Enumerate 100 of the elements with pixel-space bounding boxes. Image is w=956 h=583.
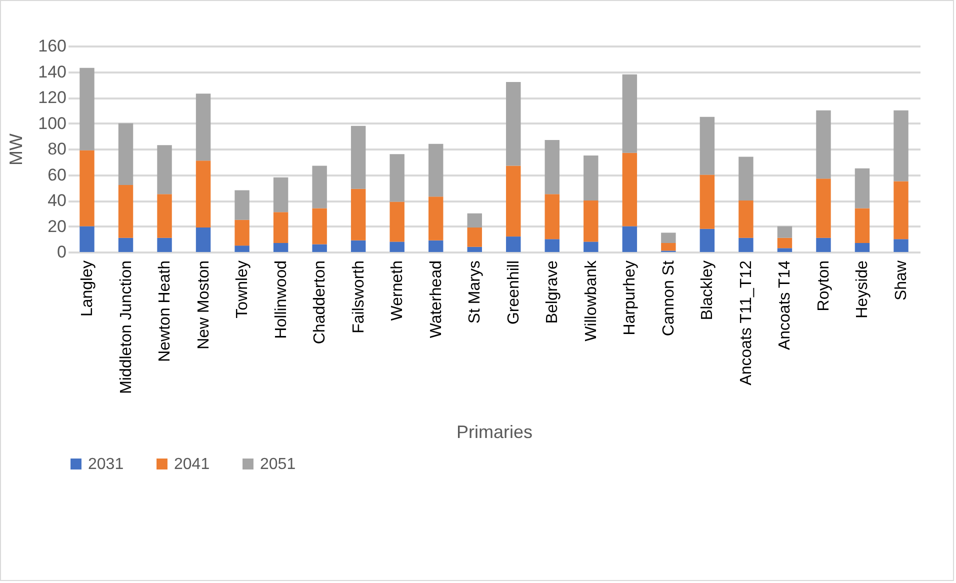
- bar: [894, 110, 908, 182]
- x-tick-label: Blackley: [699, 260, 716, 320]
- bar: [700, 116, 715, 175]
- bar: [584, 200, 598, 242]
- bar: [544, 140, 560, 194]
- y-tick-label: 0: [57, 242, 66, 262]
- bar: [506, 166, 521, 237]
- bar: [738, 156, 754, 200]
- bar: [312, 208, 327, 244]
- bar: [350, 188, 366, 240]
- x-tick-label: Waterhead: [428, 260, 445, 338]
- bar: [196, 228, 211, 252]
- bar: [894, 239, 908, 252]
- x-tick-label: New Moston: [195, 260, 212, 350]
- x-tick-label: Langley: [78, 260, 96, 317]
- bar: [544, 239, 560, 252]
- bar: [738, 238, 754, 252]
- bar: [894, 181, 908, 240]
- bar: [584, 155, 598, 200]
- bar: [700, 228, 715, 252]
- bar: [234, 220, 250, 246]
- legend-label: 2051: [260, 456, 296, 473]
- bar: [506, 236, 521, 252]
- bar: [273, 212, 288, 243]
- bar: [661, 242, 676, 251]
- bar: [622, 226, 638, 252]
- x-tick-label: Failsworth: [350, 260, 368, 334]
- bar: [80, 150, 94, 226]
- x-tick-label: Ancoats T14: [776, 260, 794, 350]
- x-tick-label: Shaw: [893, 260, 910, 301]
- bar: [118, 123, 134, 186]
- bar: [428, 144, 444, 197]
- bar: [390, 242, 404, 252]
- bar: [854, 242, 870, 252]
- bar: [777, 248, 792, 252]
- bar: [118, 185, 134, 238]
- x-tick-label: Middleton Junction: [118, 260, 135, 394]
- bar: [544, 194, 560, 240]
- x-tick-label: Heyside: [854, 260, 872, 318]
- x-tick-label: Ancoats T11_T12: [738, 260, 755, 386]
- legend-label: 2041: [174, 456, 210, 473]
- bar: [312, 166, 327, 208]
- bar: [661, 232, 676, 243]
- y-tick-label: 100: [38, 114, 66, 133]
- bar: [816, 178, 831, 238]
- x-axis-title: Primaries: [456, 422, 533, 442]
- bar: [816, 238, 831, 252]
- bar: [350, 126, 366, 189]
- y-tick-label: 80: [48, 140, 66, 158]
- x-tick-label: Royton: [815, 260, 832, 312]
- bar: [196, 160, 211, 228]
- bar: [390, 202, 404, 242]
- bar: [428, 196, 444, 240]
- bar: [777, 238, 792, 248]
- bar: [467, 246, 482, 252]
- y-tick-label: 20: [48, 216, 66, 236]
- bar: [700, 174, 715, 229]
- y-tick-label: 160: [38, 36, 66, 56]
- bar: [157, 145, 172, 194]
- bar: [234, 190, 250, 220]
- bar: [506, 82, 521, 166]
- bar: [777, 226, 792, 238]
- x-tick-label: Cannon St: [660, 260, 678, 336]
- bar: [196, 94, 211, 161]
- bar: [738, 200, 754, 238]
- x-tick-label: Newton Heath: [156, 260, 174, 362]
- bar: [428, 240, 444, 252]
- bar: [854, 208, 870, 243]
- bar: [854, 168, 870, 208]
- bar: [390, 154, 404, 202]
- bar: [273, 177, 288, 212]
- x-tick-label: St Marys: [466, 260, 484, 324]
- x-tick-label: Townley: [234, 260, 252, 318]
- bar: [622, 74, 638, 153]
- bar: [467, 228, 482, 247]
- y-tick-label: 40: [48, 191, 66, 210]
- bar: [622, 152, 638, 226]
- x-tick-label: Werneth: [389, 260, 406, 321]
- bar: [118, 238, 134, 252]
- bar: [350, 240, 366, 252]
- x-tick-label: Belgrave: [544, 260, 562, 324]
- bar: [157, 238, 172, 252]
- y-tick-label: 120: [38, 88, 66, 107]
- bar: [157, 194, 172, 238]
- bar: [816, 110, 831, 179]
- legend-label: 2031: [88, 456, 124, 473]
- y-tick-label: 60: [48, 165, 66, 184]
- bar: [234, 246, 250, 252]
- x-tick-label: Hollinwood: [272, 260, 290, 339]
- bar: [80, 68, 94, 150]
- x-tick-label: Harpurhey: [622, 260, 639, 336]
- bar: [584, 242, 598, 252]
- bar: [80, 226, 94, 252]
- x-tick-label: Greenhill: [505, 260, 522, 325]
- x-tick-label: Willowbank: [582, 260, 600, 342]
- bar: [312, 244, 327, 252]
- bar: [273, 242, 288, 252]
- y-axis-title: MW: [6, 134, 26, 166]
- bar: [467, 213, 482, 228]
- x-tick-label: Chadderton: [312, 260, 329, 344]
